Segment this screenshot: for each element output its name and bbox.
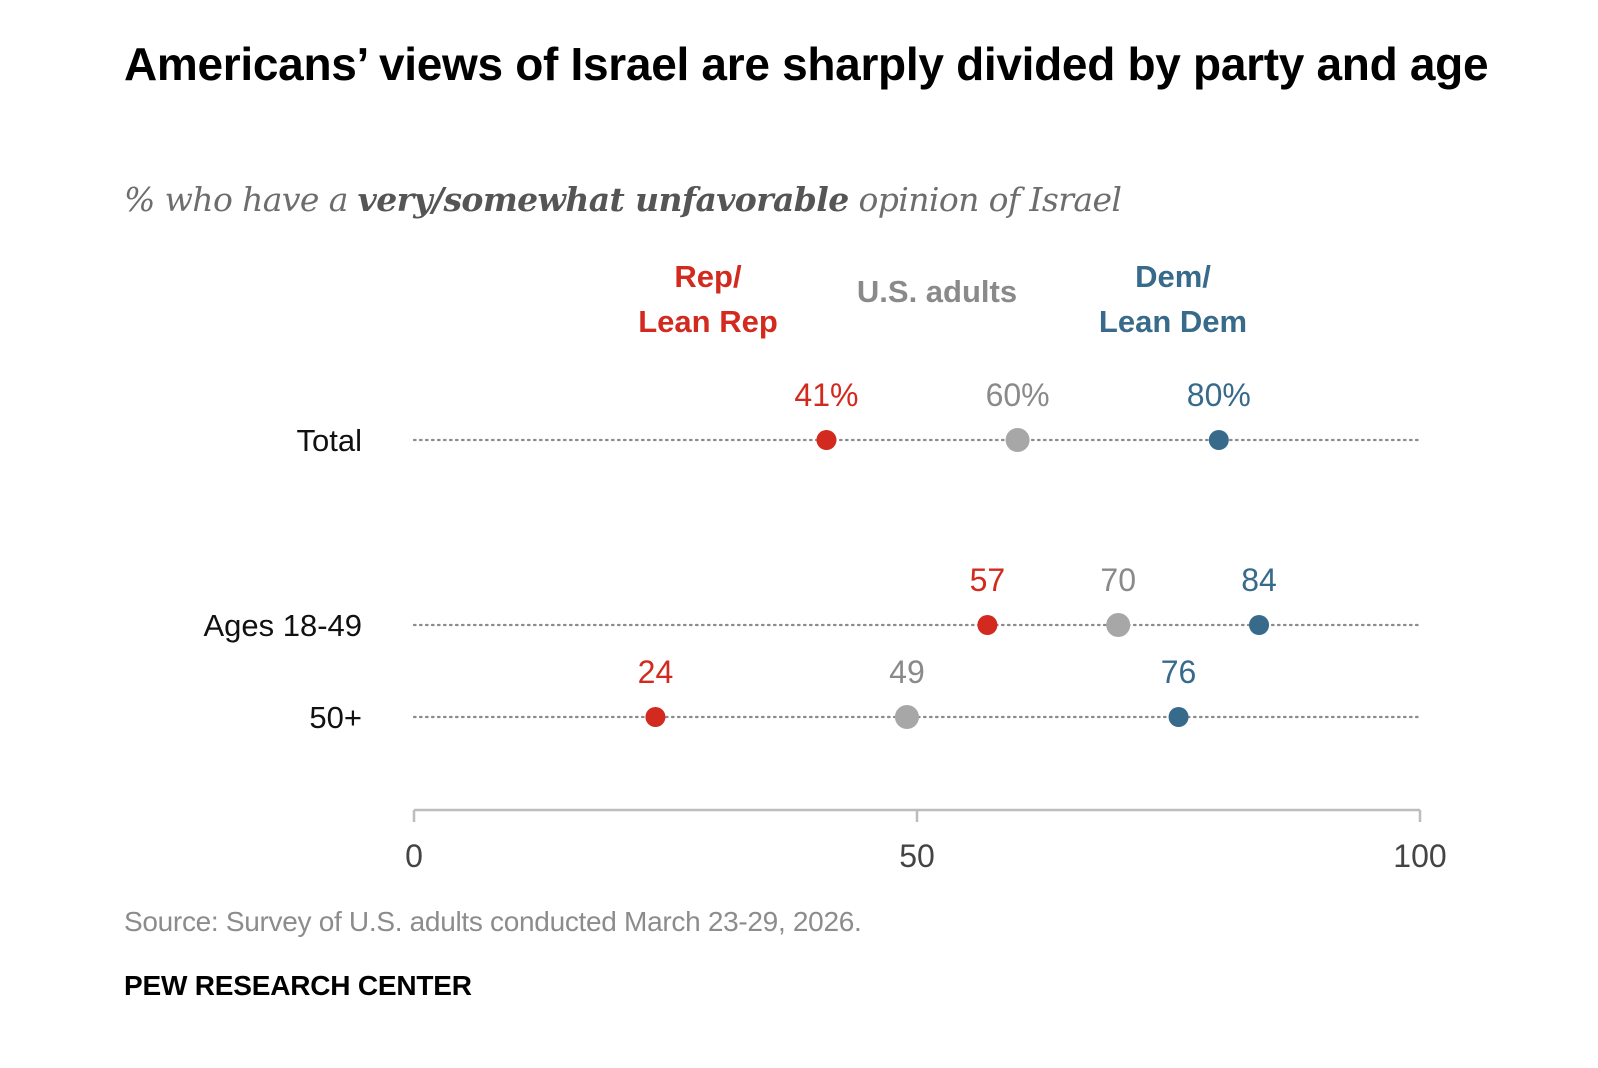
source-note: Source: Survey of U.S. adults conducted … xyxy=(124,906,862,937)
data-label: 24 xyxy=(638,654,674,690)
x-tick-label: 0 xyxy=(405,838,423,874)
data-label: 76 xyxy=(1161,654,1197,690)
subtitle-pre: % who have a xyxy=(124,180,358,219)
data-label: 60% xyxy=(986,377,1050,413)
data-label: 80% xyxy=(1187,377,1251,413)
data-label: 57 xyxy=(970,562,1006,598)
row-label: Ages 18-49 xyxy=(203,608,362,643)
data-point-rep-lean-rep xyxy=(977,615,998,635)
row-label: Total xyxy=(297,423,362,458)
data-point-dem-lean-dem xyxy=(1208,430,1229,450)
legend-label-2-line-1: Lean Dem xyxy=(1099,304,1247,339)
data-label: 49 xyxy=(889,654,925,690)
data-point-dem-lean-dem xyxy=(1168,707,1189,727)
x-tick-label: 100 xyxy=(1393,838,1446,874)
legend-label-1: U.S. adults xyxy=(857,274,1017,309)
data-point-dem-lean-dem xyxy=(1249,615,1270,635)
data-point-u-s-adults xyxy=(1005,428,1030,452)
legend-label-0-line-1: Lean Rep xyxy=(638,304,778,339)
row-label: 50+ xyxy=(309,700,362,735)
chart-subtitle: % who have a very/somewhat unfavorable o… xyxy=(124,180,1122,219)
legend-label-2-line-0: Dem/ xyxy=(1135,259,1211,294)
subtitle-post: opinion of Israel xyxy=(848,180,1122,219)
subtitle-bold: very/somewhat unfavorable xyxy=(357,180,850,219)
dot-plot: Rep/Lean Rep U.S. adults Dem/Lean Dem Total… xyxy=(203,259,1446,874)
data-label: 41% xyxy=(794,377,858,413)
data-label: 70 xyxy=(1100,562,1136,598)
data-point-rep-lean-rep xyxy=(645,707,666,727)
data-point-rep-lean-rep xyxy=(816,430,837,450)
legend-label-0-line-0: Rep/ xyxy=(674,259,742,294)
brand-logo-text: PEW RESEARCH CENTER xyxy=(124,970,472,1001)
chart-title: Americans’ views of Israel are sharply d… xyxy=(124,38,1489,90)
data-label: 84 xyxy=(1241,562,1277,598)
data-point-u-s-adults xyxy=(1106,613,1131,637)
data-point-u-s-adults xyxy=(894,705,919,729)
x-tick-label: 50 xyxy=(899,838,935,874)
